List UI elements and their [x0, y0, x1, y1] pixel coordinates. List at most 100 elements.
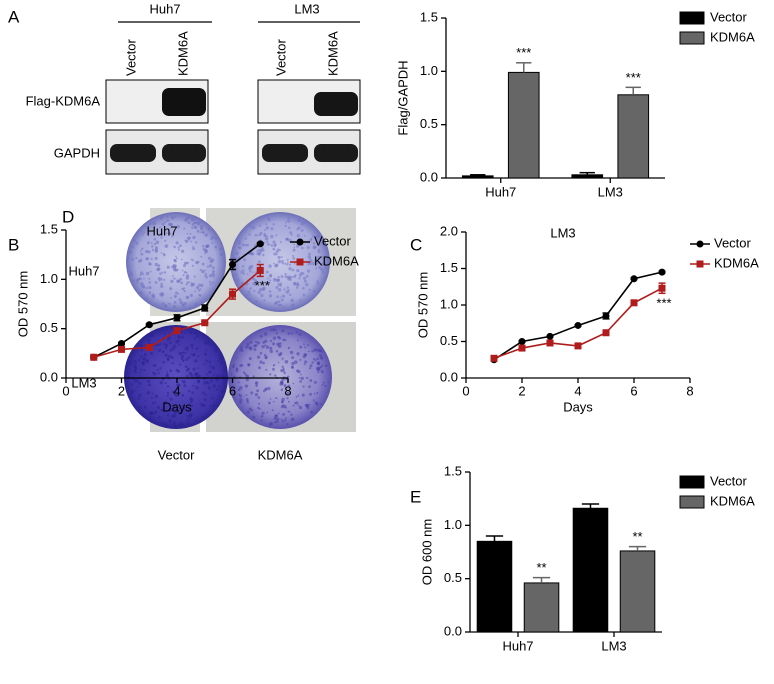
colony-speck	[178, 293, 180, 295]
colony-speck	[210, 379, 213, 382]
y-tick-label: 1.0	[440, 296, 458, 311]
colony-speck	[266, 345, 269, 348]
colony-speck	[249, 357, 252, 360]
legend-label: KDM6A	[314, 253, 359, 268]
colony-speck	[151, 245, 153, 247]
colony-speck	[148, 286, 151, 289]
colony-speck	[240, 271, 243, 274]
blot-band	[162, 88, 206, 116]
colony-speck	[181, 336, 184, 339]
colony-speck	[188, 415, 192, 419]
colony-speck	[210, 345, 212, 347]
y-tick-label: 1.0	[444, 517, 462, 532]
colony-speck	[152, 393, 154, 395]
colony-speck	[277, 336, 280, 339]
colony-speck	[287, 259, 289, 261]
colony-speck	[272, 248, 275, 251]
colony-speck	[278, 413, 280, 415]
legend-label: Vector	[710, 473, 748, 488]
colony-speck	[158, 372, 160, 374]
marker	[631, 275, 638, 282]
colony-speck	[316, 402, 319, 405]
colony-speck	[200, 225, 203, 228]
x-tick-label: 2	[518, 383, 525, 398]
colony-speck	[232, 255, 235, 258]
colony-speck	[160, 283, 162, 285]
x-tick-label: 0	[62, 383, 69, 398]
row-label: Huh7	[68, 263, 99, 278]
colony-speck	[174, 259, 176, 261]
colony-speck	[135, 372, 137, 374]
colony-speck	[184, 271, 187, 274]
colony-speck	[248, 233, 250, 235]
colony-speck	[299, 377, 301, 379]
colony-speck	[213, 384, 216, 387]
colony-speck	[219, 355, 221, 357]
marker	[174, 327, 181, 334]
colony-speck	[140, 272, 143, 275]
colony-speck	[300, 272, 303, 275]
colony-speck	[197, 367, 199, 369]
colony-speck	[267, 243, 270, 246]
legend-swatch	[680, 476, 704, 488]
colony-speck	[138, 394, 141, 397]
colony-speck	[174, 301, 177, 304]
colony-speck	[191, 391, 194, 394]
colony-speck	[182, 303, 184, 305]
colony-speck	[160, 285, 163, 288]
colony-speck	[134, 380, 137, 383]
colony-speck	[249, 270, 251, 272]
colony-speck	[304, 280, 307, 283]
colony-speck	[214, 348, 217, 351]
colony-speck	[185, 352, 187, 354]
colony-speck	[265, 369, 267, 371]
colony-speck	[143, 369, 145, 371]
colony-speck	[220, 253, 224, 257]
colony-speck	[183, 287, 185, 289]
colony-speck	[275, 286, 278, 289]
colony-speck	[192, 236, 195, 239]
colony-speck	[171, 414, 174, 417]
colony-speck	[148, 278, 150, 280]
colony-speck	[243, 258, 246, 261]
colony-speck	[211, 397, 214, 400]
colony-speck	[290, 234, 292, 236]
colony-speck	[190, 331, 193, 334]
legend-marker	[697, 261, 704, 268]
colony-speck	[291, 332, 293, 334]
colony-speck	[293, 249, 296, 252]
colony-speck	[285, 222, 287, 224]
colony-speck	[216, 389, 218, 391]
colony-speck	[217, 374, 220, 377]
colony-speck	[270, 235, 273, 238]
colony-speck	[173, 246, 176, 249]
x-axis-label: Days	[162, 399, 192, 414]
colony-speck	[273, 252, 276, 255]
colony-speck	[319, 354, 322, 357]
colony-speck	[239, 398, 243, 402]
colony-speck	[150, 417, 152, 419]
significance-label: ***	[255, 278, 270, 293]
colony-speck	[296, 396, 298, 398]
y-tick-label: 1.5	[420, 9, 438, 24]
colony-speck	[137, 386, 139, 388]
y-tick-label: 1.5	[440, 260, 458, 275]
colony-speck	[252, 226, 256, 230]
colony-speck	[240, 402, 242, 404]
y-tick-label: 0.5	[440, 333, 458, 348]
colony-speck	[298, 370, 301, 373]
colony-speck	[147, 241, 150, 244]
chart-title: LM3	[550, 225, 575, 240]
colony-speck	[159, 381, 162, 384]
colony-speck	[203, 363, 205, 365]
colony-speck	[182, 351, 185, 354]
colony-speck	[145, 358, 148, 361]
legend-marker	[697, 241, 704, 248]
lane-label: Vector	[273, 38, 288, 76]
marker	[229, 291, 236, 298]
marker	[547, 339, 554, 346]
lane-label: KDM6A	[325, 31, 340, 76]
colony-speck	[280, 282, 282, 284]
colony-speck	[301, 229, 304, 232]
colony-speck	[137, 282, 139, 284]
